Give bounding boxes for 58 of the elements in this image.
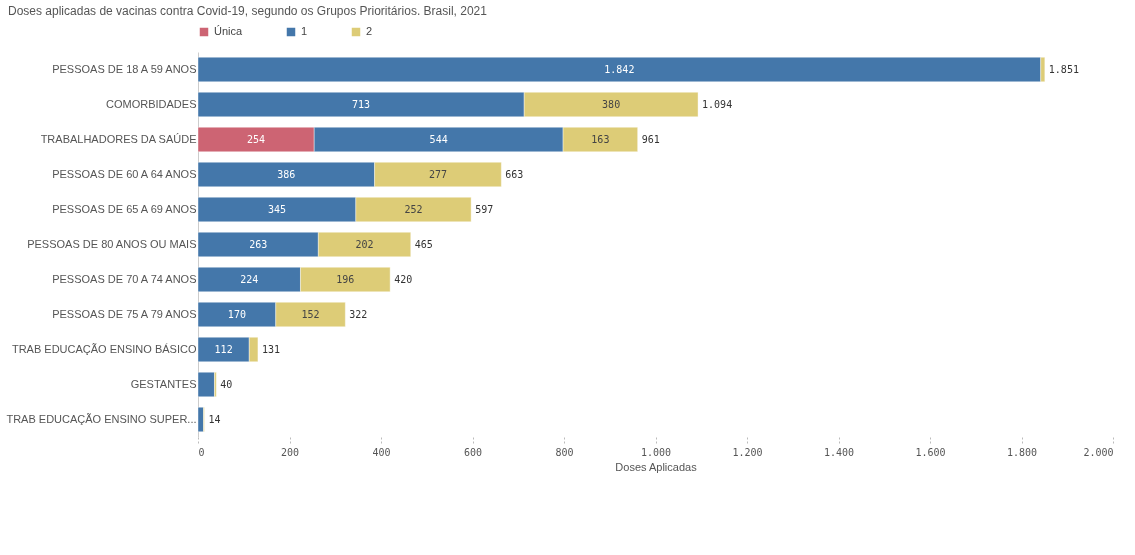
legend-label: 2 — [366, 25, 373, 37]
total-label: 663 — [505, 168, 524, 180]
x-tick-label: 200 — [280, 446, 300, 458]
data-label: 713 — [352, 98, 371, 110]
data-label: 1.842 — [604, 63, 635, 75]
bar — [197, 56, 1042, 83]
total-label: 597 — [475, 203, 494, 215]
total-label: 420 — [394, 273, 413, 285]
y-tick-label: TRAB EDUCAÇÃO ENSINO SUPER... — [6, 412, 197, 425]
data-label: 112 — [214, 343, 233, 355]
y-tick-label: COMORBIDADES — [106, 97, 197, 110]
data-label: 252 — [404, 203, 423, 215]
data-label: 263 — [249, 238, 268, 250]
total-label: 1.851 — [1048, 63, 1079, 75]
y-tick-label: TRAB EDUCAÇÃO ENSINO BÁSICO — [11, 342, 197, 355]
data-label: 380 — [602, 98, 621, 110]
data-label: 345 — [267, 203, 286, 215]
bar — [197, 406, 204, 433]
total-label: 1.094 — [702, 98, 733, 110]
y-tick-label: GESTANTES — [130, 377, 197, 390]
data-label: 152 — [301, 308, 320, 320]
x-tick-label: 0 — [198, 446, 205, 458]
data-label: 202 — [355, 238, 374, 250]
x-tick-label: 1.600 — [915, 446, 946, 458]
total-label: 14 — [208, 413, 221, 425]
x-tick-label: 1.800 — [1006, 446, 1038, 458]
x-tick-label: 2.000 — [1083, 446, 1114, 458]
y-tick-label: PESSOAS DE 60 A 64 ANOS — [52, 167, 197, 180]
data-label: 224 — [240, 273, 259, 285]
total-label: 131 — [261, 343, 280, 355]
legend-label: 1 — [301, 25, 308, 37]
y-tick-label: PESSOAS DE 80 ANOS OU MAIS — [27, 237, 197, 250]
data-label: 163 — [591, 133, 610, 145]
x-tick-label: 400 — [372, 446, 391, 458]
chart-title: Doses aplicadas de vacinas contra Covid-19, segundo os Grupos Prioritários. Brasil, 2021 — [8, 4, 488, 18]
total-label: 961 — [641, 133, 660, 145]
data-label: 277 — [428, 168, 447, 180]
y-tick-label: TRABALHADORES DA SAÚDE — [40, 132, 197, 145]
y-tick-label: PESSOAS DE 70 A 74 ANOS — [52, 272, 197, 285]
y-tick-label: PESSOAS DE 18 A 59 ANOS — [52, 62, 197, 75]
total-label: 322 — [349, 308, 368, 320]
legend-label: Única — [214, 25, 244, 37]
x-tick-label: 800 — [555, 446, 574, 458]
data-label: 386 — [277, 168, 296, 180]
data-label: 254 — [247, 133, 266, 145]
data-label: 196 — [336, 273, 355, 285]
bar — [197, 371, 215, 398]
x-tick-label: 1.200 — [732, 446, 763, 458]
total-label: 40 — [220, 378, 233, 390]
y-tick-label: PESSOAS DE 65 A 69 ANOS — [52, 202, 197, 215]
x-axis-title: Doses Aplicadas — [615, 460, 698, 473]
data-label: 544 — [429, 133, 448, 145]
x-tick-label: 600 — [463, 446, 483, 458]
y-tick-label: PESSOAS DE 75 A 79 ANOS — [52, 307, 197, 320]
x-tick-label: 1.400 — [823, 446, 855, 458]
data-label: 170 — [227, 308, 246, 320]
total-label: 465 — [414, 238, 433, 250]
x-tick-label: 1.000 — [640, 446, 672, 458]
